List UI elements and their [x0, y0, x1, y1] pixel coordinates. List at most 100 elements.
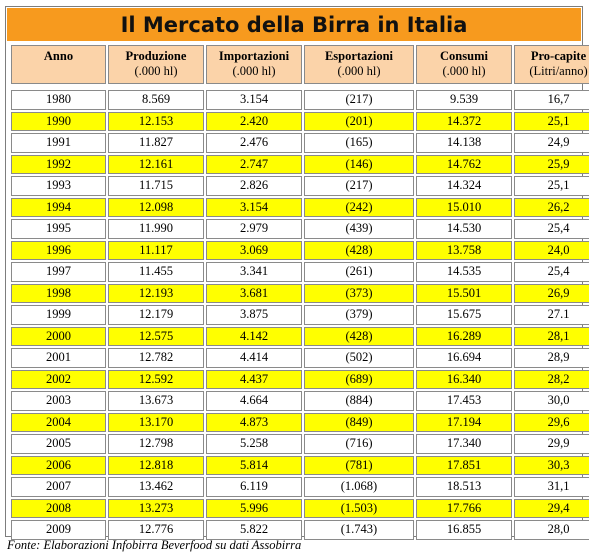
table-cell: 6.119 [206, 477, 302, 497]
table-cell: 2.826 [206, 176, 302, 196]
table-cell: 12.161 [108, 154, 204, 174]
spacer-cell [11, 86, 589, 88]
table-cell: 2003 [11, 391, 106, 411]
table-row: 1992 12.161 2.747 (146) 14.762 25,9 [11, 154, 589, 174]
table-row: 2004 13.170 4.873 (849) 17.194 29,6 [11, 412, 589, 432]
table-cell: 2006 [11, 455, 106, 475]
table-row: 2008 13.273 5.996 (1.503) 17.766 29,4 [11, 498, 589, 518]
table-row: 1990 12.153 2.420 (201) 14.372 25,1 [11, 111, 589, 131]
table-cell: 25,1 [514, 111, 589, 131]
table-row: 1997 11.455 3.341 (261) 14.535 25,4 [11, 262, 589, 282]
table-cell: 4.437 [206, 369, 302, 389]
table-row: 2007 13.462 6.119 (1.068) 18.513 31,1 [11, 477, 589, 497]
column-header-consumi: Consumi (.000 hl) [416, 45, 512, 84]
table-cell: 4.414 [206, 348, 302, 368]
table-cell: 17.851 [416, 455, 512, 475]
table-cell: 13.673 [108, 391, 204, 411]
table-cell: 27.1 [514, 305, 589, 325]
table-cell: 26,9 [514, 283, 589, 303]
table-cell: (379) [304, 305, 414, 325]
table-row: 1994 12.098 3.154 (242) 15.010 26,2 [11, 197, 589, 217]
table-row: 1993 11.715 2.826 (217) 14.324 25,1 [11, 176, 589, 196]
table-cell: (1.743) [304, 520, 414, 540]
column-header-produzione: Produzione (.000 hl) [108, 45, 204, 84]
table-cell: 2005 [11, 434, 106, 454]
table-row: 2003 13.673 4.664 (884) 17.453 30,0 [11, 391, 589, 411]
table-cell: 13.170 [108, 412, 204, 432]
table-cell: 28,1 [514, 326, 589, 346]
table-cell: 13.273 [108, 498, 204, 518]
table-cell: 14.324 [416, 176, 512, 196]
table-cell: 11.455 [108, 262, 204, 282]
table-cell: 29,4 [514, 498, 589, 518]
header-row: Anno Produzione (.000 hl) Importazioni (.000… [11, 45, 589, 84]
table-cell: 30,0 [514, 391, 589, 411]
table-body: 1980 8.569 3.154 (217) 9.539 16,7 1990 12.153 2.… [11, 86, 589, 540]
table-cell: (849) [304, 412, 414, 432]
column-header-label: Anno [43, 49, 74, 63]
table-cell: (439) [304, 219, 414, 239]
table-cell: (716) [304, 434, 414, 454]
table-cell: 31,1 [514, 477, 589, 497]
table-cell: 14.535 [416, 262, 512, 282]
table-cell: 5.822 [206, 520, 302, 540]
table-cell: 30,3 [514, 455, 589, 475]
table-cell: 3.154 [206, 197, 302, 217]
table-cell: 1994 [11, 197, 106, 217]
table-cell: 11.990 [108, 219, 204, 239]
column-header-esportazioni: Esportazioni (.000 hl) [304, 45, 414, 84]
column-header-label: Esportazioni [324, 49, 394, 63]
table-row: 1980 8.569 3.154 (217) 9.539 16,7 [11, 90, 589, 110]
column-header-importazioni: Importazioni (.000 hl) [206, 45, 302, 84]
table-cell: 2007 [11, 477, 106, 497]
table-cell: 1990 [11, 111, 106, 131]
table-row: 1991 11.827 2.476 (165) 14.138 24,9 [11, 133, 589, 153]
table-cell: (146) [304, 154, 414, 174]
column-header-pro-capite: Pro-capite (Litri/anno) [514, 45, 589, 84]
table-cell: 11.117 [108, 240, 204, 260]
table-cell: 2009 [11, 520, 106, 540]
table-row: 2001 12.782 4.414 (502) 16.694 28,9 [11, 348, 589, 368]
table-row: 1999 12.179 3.875 (379) 15.675 27.1 [11, 305, 589, 325]
table-cell: 1995 [11, 219, 106, 239]
table-cell: 12.193 [108, 283, 204, 303]
table-cell: 4.664 [206, 391, 302, 411]
table-cell: 16.855 [416, 520, 512, 540]
table-cell: 2004 [11, 412, 106, 432]
beer-market-table: Anno Produzione (.000 hl) Importazioni (.000… [9, 43, 589, 542]
table-cell: 29,6 [514, 412, 589, 432]
table-cell: 1997 [11, 262, 106, 282]
table-cell: 2000 [11, 326, 106, 346]
table-cell: 17.194 [416, 412, 512, 432]
column-header-unit: (.000 hl) [232, 64, 276, 78]
table-row: 1995 11.990 2.979 (439) 14.530 25,4 [11, 219, 589, 239]
table-cell: 17.453 [416, 391, 512, 411]
table-cell: 14.138 [416, 133, 512, 153]
table-cell: 4.142 [206, 326, 302, 346]
table-cell: (428) [304, 240, 414, 260]
table-row: 2006 12.818 5.814 (781) 17.851 30,3 [11, 455, 589, 475]
table-cell: 1993 [11, 176, 106, 196]
table-cell: (373) [304, 283, 414, 303]
table-cell: (884) [304, 391, 414, 411]
table-cell: 9.539 [416, 90, 512, 110]
table-cell: (165) [304, 133, 414, 153]
table-cell: 24,0 [514, 240, 589, 260]
table-cell: 25,4 [514, 219, 589, 239]
table-cell: 25,4 [514, 262, 589, 282]
table-cell: 1996 [11, 240, 106, 260]
table-cell: 2.476 [206, 133, 302, 153]
column-header-unit: (.000 hl) [134, 64, 178, 78]
table-cell: 12.776 [108, 520, 204, 540]
table-cell: 25,9 [514, 154, 589, 174]
column-header-label: Pro-capite [530, 49, 587, 63]
table-cell: 28,9 [514, 348, 589, 368]
column-header-unit: (Litri/anno) [529, 64, 588, 78]
table-cell: (242) [304, 197, 414, 217]
table-cell: (502) [304, 348, 414, 368]
column-header-anno: Anno [11, 45, 106, 84]
table-cell: 16.694 [416, 348, 512, 368]
table-cell: 2.979 [206, 219, 302, 239]
table-cell: (781) [304, 455, 414, 475]
table-cell: 2001 [11, 348, 106, 368]
